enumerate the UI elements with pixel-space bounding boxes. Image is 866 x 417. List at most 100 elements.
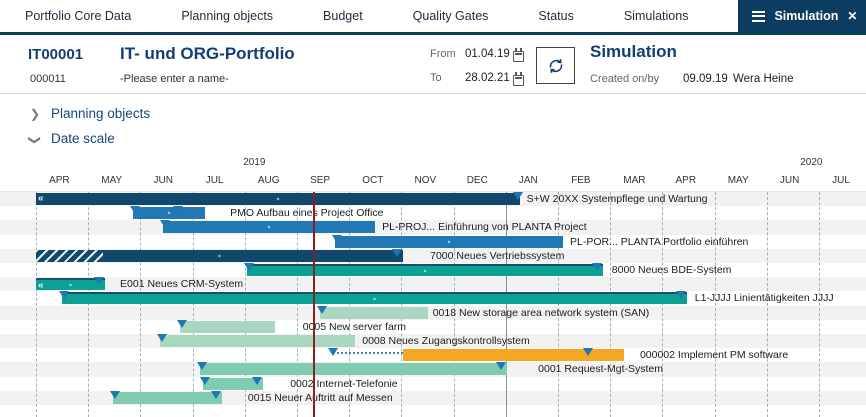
today-line: [313, 192, 316, 417]
gantt-bar[interactable]: [180, 320, 276, 333]
gantt-bar[interactable]: [203, 377, 264, 390]
month-label: AUG: [257, 175, 280, 186]
month-gridline: [714, 192, 716, 417]
milestone-marker: [582, 348, 593, 357]
from-date-field[interactable]: 01.04.19: [465, 48, 510, 60]
gantt-bar[interactable]: [199, 363, 507, 376]
month-gridline: [192, 192, 194, 417]
gantt-bar-label: 0015 Neuer Auftritt auf Messen: [247, 391, 393, 404]
year-label: 2020: [800, 157, 823, 168]
nav-item-simulations[interactable]: Simulations: [623, 9, 689, 23]
month-gridline: [401, 192, 403, 417]
gantt-row-stripe: [0, 405, 866, 417]
month-gridline: [349, 192, 351, 417]
month-label: SEP: [310, 175, 331, 186]
month-gridline: [819, 192, 820, 417]
month-gridline: [88, 192, 90, 417]
chevron-down-icon: ❯: [28, 134, 42, 145]
month-gridline: [558, 192, 559, 417]
refresh-button[interactable]: [536, 47, 575, 84]
milestone-marker: [59, 291, 70, 300]
milestone-marker: [130, 206, 141, 215]
milestone-marker: [177, 319, 188, 328]
leader-line: [333, 352, 403, 355]
to-date-field[interactable]: 28.02.21: [465, 72, 510, 84]
gantt-bar-label: 0018 New storage area network system (SA…: [432, 306, 650, 319]
gantt-row-stripe: [0, 320, 866, 334]
gantt-bar[interactable]: «: [36, 193, 520, 205]
gantt-bar-label: PL-PROJ... Einführung von PLANTA Project: [382, 221, 587, 234]
gantt-bar[interactable]: [335, 235, 564, 248]
nav-item-budget[interactable]: Budget: [323, 9, 363, 23]
month-label: APR: [675, 175, 697, 186]
month-gridline: [505, 192, 507, 417]
gantt-bar[interactable]: [319, 306, 428, 319]
from-calendar-icon[interactable]: [513, 48, 524, 62]
gantt-row-stripe: [0, 305, 866, 320]
milestone-marker: [172, 206, 183, 215]
gantt-bar-label: 0002 Internet-Telefonie: [290, 377, 398, 390]
gantt-bar[interactable]: [133, 207, 206, 220]
month-label: APR: [49, 175, 70, 186]
month-label: JUN: [153, 175, 173, 186]
gantt-bar[interactable]: [246, 264, 603, 276]
gantt-row-stripe: [0, 277, 866, 292]
nav-item-planning-objects[interactable]: Planning objects: [181, 9, 274, 23]
milestone-marker: [211, 390, 222, 399]
active-tab-label: Simulation: [774, 9, 839, 23]
nav-item-status[interactable]: Status: [538, 9, 574, 23]
month-gridline: [297, 192, 298, 417]
nav-item-quality-gates[interactable]: Quality Gates: [412, 9, 489, 23]
portfolio-name-placeholder[interactable]: -Please enter a name-: [120, 73, 229, 85]
active-tab-simulation[interactable]: Simulation ✕: [738, 0, 866, 32]
chevron-right-icon: ❯: [30, 106, 41, 121]
gantt-bar-label: 000002 Implement PM software: [639, 349, 789, 362]
section-date-scale[interactable]: ❯ Date scale: [0, 131, 115, 146]
gantt-bar[interactable]: [162, 221, 375, 234]
from-label: From: [430, 48, 456, 60]
continues-left-icon: «: [38, 280, 43, 292]
continues-left-icon: «: [38, 193, 43, 204]
milestone-marker: [392, 248, 403, 257]
created-date: 09.09.19: [683, 73, 728, 85]
milestone-marker: [157, 334, 168, 342]
month-label: NOV: [414, 175, 437, 186]
refresh-icon: [549, 58, 562, 73]
gantt-bar-label: S+W 20XX Systempflege und Wartung: [526, 193, 708, 205]
gantt-bar[interactable]: [160, 335, 355, 347]
gantt-bar[interactable]: [36, 249, 403, 262]
gantt-bar-label: E001 Neues CRM-System: [120, 278, 244, 291]
nav-item-portfolio-core-data[interactable]: Portfolio Core Data: [25, 9, 132, 23]
menu-icon[interactable]: [752, 8, 766, 24]
to-label: To: [430, 72, 442, 84]
milestone-marker: [592, 263, 603, 271]
month-label: JUL: [832, 175, 850, 186]
gantt-bar[interactable]: [402, 349, 624, 362]
milestone-marker: [496, 362, 507, 371]
month-label: MAR: [623, 175, 646, 186]
portfolio-sub-id: 000011: [30, 73, 66, 85]
section-label: Date scale: [51, 131, 115, 146]
close-icon[interactable]: ✕: [847, 9, 858, 23]
month-gridline: [766, 192, 768, 417]
milestone-marker: [159, 220, 170, 229]
gantt-bar[interactable]: «: [36, 278, 105, 292]
simulation-title: Simulation: [590, 42, 677, 61]
to-calendar-icon[interactable]: [513, 72, 524, 86]
month-label: JAN: [518, 175, 538, 186]
milestone-marker: [328, 348, 339, 357]
milestone-marker: [200, 376, 211, 385]
gantt-bar-label: PL-POR... PLANTA Portfolio einführen: [570, 235, 749, 248]
section-planning-objects[interactable]: ❯ Planning objects: [0, 106, 150, 121]
gantt-bar-label: L1-JJJJ Linientätigkeiten JJJJ: [694, 292, 834, 305]
milestone-marker: [109, 390, 120, 399]
hatch-pattern: [36, 249, 103, 262]
month-gridline: [610, 192, 612, 417]
gantt-bar-label: 0005 New server farm: [302, 320, 407, 333]
month-gridline: [140, 192, 142, 417]
month-label: MAY: [727, 175, 749, 186]
month-label: DEC: [466, 175, 488, 186]
gantt-bar[interactable]: [112, 391, 222, 404]
created-on-by-label: Created on/by: [590, 73, 660, 85]
gantt-bar[interactable]: [62, 292, 687, 305]
